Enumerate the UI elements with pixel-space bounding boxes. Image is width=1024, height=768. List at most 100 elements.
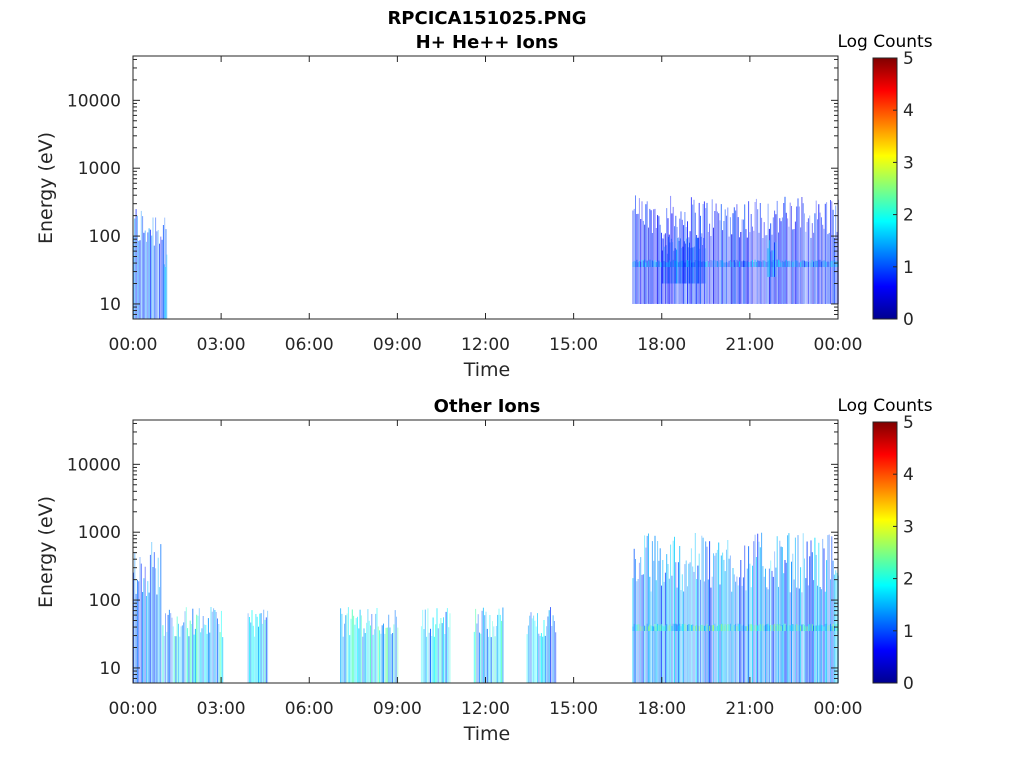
spectrogram-bin [485, 611, 487, 683]
spectrogram-bin [669, 242, 671, 284]
spectrogram-bin [661, 250, 663, 284]
spectrogram-bin [683, 241, 685, 284]
spectrogram-bin [539, 635, 541, 683]
spectrogram-bin [383, 623, 384, 683]
spectrogram-data [133, 532, 839, 683]
spectrogram-bin [136, 579, 138, 683]
spectrogram-bin [655, 580, 657, 683]
spectrogram-bin [736, 204, 738, 304]
spectrogram-bin [794, 624, 796, 631]
spectrogram-bin [644, 259, 646, 267]
spectrogram-bin [659, 625, 661, 632]
spectrogram-bin [529, 615, 531, 683]
spectrogram-bin [807, 624, 809, 631]
spectrogram-bin [168, 609, 170, 683]
y-tick-label: 1000 [78, 159, 121, 179]
spectrogram-bin [663, 238, 664, 284]
spectrogram-bin [817, 626, 818, 631]
spectrogram-bin [802, 203, 804, 304]
spectrogram-bin [745, 261, 747, 267]
spectrogram-bin [797, 625, 799, 631]
spectrogram-bin [206, 633, 208, 683]
spectrogram-bin [360, 615, 362, 683]
spectrogram-bin [727, 207, 729, 304]
spectrogram-bin [787, 626, 789, 632]
spectrogram-bin [827, 261, 829, 267]
spectrogram-bin [664, 246, 666, 284]
spectrogram-bin [690, 624, 692, 631]
spectrogram-bin [718, 213, 720, 304]
spectrogram-bin [792, 553, 794, 683]
spectrogram-bin [701, 233, 703, 304]
spectrogram-bin [709, 262, 711, 267]
spectrogram-bin [384, 633, 386, 683]
spectrogram-bin [716, 261, 718, 267]
spectrogram-bin [726, 261, 727, 267]
spectrogram-bin [770, 223, 772, 304]
spectrogram-bin [792, 262, 794, 268]
spectrogram-bin [792, 624, 794, 632]
spectrogram-bin [818, 542, 820, 683]
spectrogram-bin [252, 625, 254, 683]
spectrogram-bin [636, 214, 638, 304]
spectrogram-bin [645, 204, 647, 304]
spectrogram-bin [728, 236, 730, 304]
spectrogram-bin [256, 616, 258, 683]
spectrogram-bin [714, 259, 716, 267]
spectrogram-bin [677, 237, 679, 304]
spectrogram-bin [666, 262, 668, 267]
spectrogram-bin [385, 627, 387, 683]
spectrogram-bin [694, 533, 696, 683]
spectrogram-bin [666, 253, 668, 284]
spectrogram-bin [685, 260, 687, 267]
spectrogram-bin [827, 234, 829, 304]
spectrogram-bin [740, 232, 742, 304]
spectrogram-bin [670, 238, 672, 284]
spectrogram-bin [713, 227, 714, 304]
spectrogram-bin [138, 240, 140, 319]
spectrogram-bin [263, 609, 265, 683]
spectrogram-bin [801, 624, 803, 632]
spectrogram-bin [797, 261, 799, 267]
spectrogram-bin [666, 554, 668, 683]
spectrogram-bin [713, 260, 714, 268]
x-tick-label: 06:00 [285, 699, 334, 719]
spectrogram-bin [550, 607, 551, 683]
spectrogram-bin [789, 625, 791, 631]
spectrogram-bin [341, 613, 343, 683]
spectrogram-bin [806, 261, 808, 267]
spectrogram-bin [680, 626, 682, 631]
spectrogram-bin [804, 213, 805, 304]
spectrogram-bin [806, 541, 808, 683]
spectrogram-bin [823, 626, 825, 631]
spectrogram-bin [181, 625, 183, 683]
spectrogram-bin [650, 625, 652, 631]
spectrogram-bin [805, 231, 807, 304]
spectrogram-bin [663, 626, 665, 631]
spectrogram-bin [742, 624, 744, 632]
spectrogram-bin [724, 262, 726, 267]
plot-background [133, 56, 838, 319]
spectrogram-bin [762, 623, 764, 631]
x-tick-label: 00:00 [109, 335, 158, 355]
spectrogram-bin [739, 624, 740, 631]
spectrogram-bin [446, 608, 448, 683]
spectrogram-bin [788, 533, 790, 683]
x-tick-label: 21:00 [725, 335, 774, 355]
spectrogram-bin [736, 626, 738, 632]
spectrogram-bin [770, 260, 772, 267]
spectrogram-bin [650, 210, 652, 304]
spectrogram-bin [439, 623, 441, 683]
spectrogram-bin [716, 549, 718, 683]
spectrogram-bin [780, 626, 782, 632]
spectrogram-bin [752, 565, 753, 683]
spectrogram-bin [781, 260, 783, 268]
spectrogram-bin [220, 610, 222, 683]
spectrogram-bin [349, 635, 351, 683]
spectrogram-bin [698, 237, 700, 284]
spectrogram-bin [170, 613, 172, 683]
spectrogram-bin [668, 236, 670, 284]
spectrogram-bin [696, 625, 698, 631]
spectrogram-bin [670, 195, 672, 304]
spectrogram-bin [778, 586, 779, 683]
